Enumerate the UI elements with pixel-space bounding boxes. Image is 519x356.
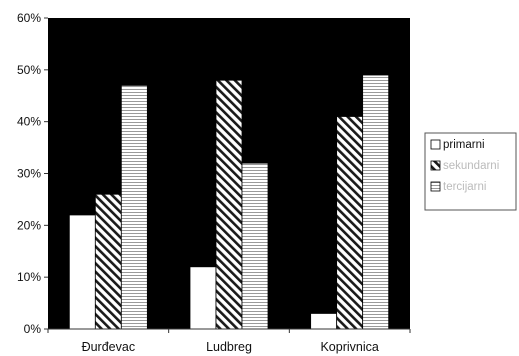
legend-label-primarni: primarni <box>443 139 485 151</box>
x-category-label: Đurđevac <box>82 340 136 354</box>
y-tick-label: 0% <box>24 322 42 336</box>
x-axis: Đurđevac Ludbreg Koprivnica <box>47 328 411 354</box>
legend-swatch-sekundarni <box>430 160 441 171</box>
bar-tercijarni-2 <box>362 74 390 330</box>
legend-swatch-tercijarni <box>430 181 441 192</box>
y-tick-label: 60% <box>17 11 41 25</box>
bar-primarni-1 <box>189 266 217 330</box>
y-axis: 0% 10% 20% 30% 40% 50% 60% <box>17 11 48 336</box>
y-tick-label: 20% <box>17 218 41 232</box>
bar-primarni-2 <box>310 313 338 330</box>
legend-swatch-primarni <box>430 139 441 150</box>
bar-tercijarni-0 <box>120 84 148 330</box>
bar-sekundarni-1 <box>215 79 243 330</box>
bar-tercijarni-1 <box>241 162 269 330</box>
legend: primarni sekundarni tercijarni <box>424 132 517 211</box>
legend-label-tercijarni: tercijarni <box>443 181 486 193</box>
y-tick-label: 50% <box>17 63 41 77</box>
x-category-label: Koprivnica <box>320 340 378 354</box>
legend-label-sekundarni: sekundarni <box>443 160 499 172</box>
bar-sekundarni-2 <box>336 116 364 330</box>
x-category-label: Ludbreg <box>206 340 252 354</box>
y-tick-label: 30% <box>17 167 41 181</box>
bar-sekundarni-0 <box>94 193 122 330</box>
y-tick-label: 10% <box>17 270 41 284</box>
bar-primarni-0 <box>68 214 96 330</box>
y-tick-label: 40% <box>17 115 41 129</box>
